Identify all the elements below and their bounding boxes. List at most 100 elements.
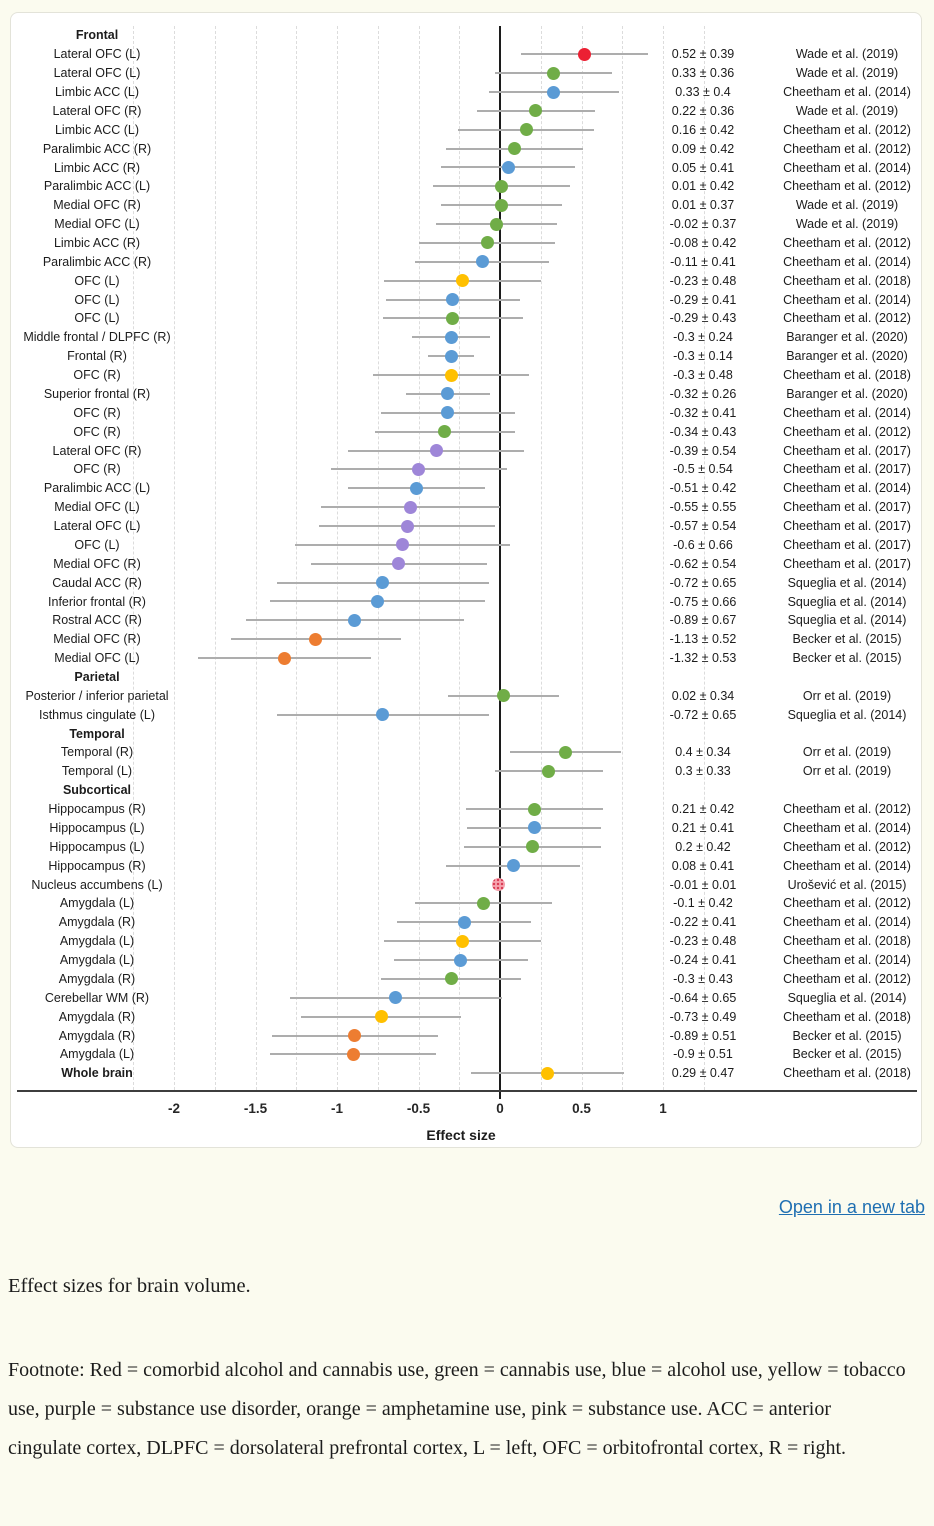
data-point-dot [496, 689, 510, 703]
effect-value: -0.3 ± 0.48 [673, 368, 733, 383]
effect-value: -0.02 ± 0.37 [669, 217, 737, 232]
effect-value: 0.4 ± 0.34 [675, 745, 731, 760]
forest-row: Medial OFC (L) -0.55 ± 0.55 Cheetham et al… [11, 498, 921, 517]
forest-row: Medial OFC (R) 0.01 ± 0.37 Wade et al. (20… [11, 196, 921, 215]
forest-row: Frontal (R) -0.3 ± 0.14 Baranger et al. (2… [11, 347, 921, 366]
row-label: Subcortical [62, 783, 132, 798]
forest-row: OFC (R) -0.5 ± 0.54 Cheetham et al. (2017) [11, 460, 921, 479]
row-label: Isthmus cingulate (L) [38, 707, 156, 722]
open-in-new-tab-link[interactable]: Open in a new tab [778, 1197, 925, 1217]
study-citation: Cheetham et al. (2014) [783, 481, 911, 496]
forest-row: Limbic ACC (L) 0.33 ± 0.4 Cheetham et al. … [11, 83, 921, 102]
data-point-dot [376, 708, 390, 722]
data-point-dot [348, 1029, 362, 1042]
data-point-dot [480, 236, 494, 250]
data-point-dot [348, 613, 362, 627]
study-citation: Urošević et al. (2015) [787, 877, 907, 892]
forest-plot: Effect size Frontal Lateral OFC (L) 0.52 ±… [11, 13, 921, 1147]
study-citation: Squeglia et al. (2014) [787, 613, 907, 628]
row-label: OFC (R) [73, 405, 121, 420]
data-point-dot [490, 217, 504, 231]
x-tick-label: -0.5 [406, 1101, 431, 1116]
effect-value: 0.52 ± 0.39 [671, 47, 735, 62]
row-label: Amygdala (L) [59, 934, 135, 949]
data-point-dot [457, 915, 471, 929]
data-point-dot [519, 123, 533, 137]
row-label: Hippocampus (L) [49, 839, 145, 854]
forest-row: OFC (L) -0.29 ± 0.41 Cheetham et al. (2014… [11, 290, 921, 309]
effect-value: 0.01 ± 0.42 [671, 179, 735, 194]
study-citation: Cheetham et al. (2014) [783, 254, 911, 269]
row-label: Hippocampus (L) [49, 820, 145, 835]
study-citation: Cheetham et al. (2014) [783, 915, 911, 930]
study-citation: Cheetham et al. (2012) [783, 141, 911, 156]
data-point-dot [403, 500, 417, 514]
data-point-dot [495, 179, 509, 193]
minor-gridline [459, 26, 461, 1090]
row-label: Cerebellar WM (R) [44, 990, 150, 1005]
data-point-dot [444, 368, 458, 382]
effect-value: -0.23 ± 0.48 [669, 934, 737, 949]
x-tick-label: -1 [330, 1101, 343, 1116]
study-citation: Cheetham et al. (2012) [783, 179, 911, 194]
study-citation: Cheetham et al. (2012) [783, 802, 911, 817]
data-point-dot [456, 274, 469, 288]
data-point-dot [412, 462, 425, 476]
x-tick-label: 0.5 [572, 1101, 591, 1116]
minor-gridline [337, 26, 338, 1090]
study-citation: Cheetham et al. (2018) [783, 368, 911, 383]
data-point-dot [410, 481, 424, 495]
effect-value: -0.5 ± 0.54 [673, 462, 733, 477]
forest-row: Inferior frontal (R) -0.75 ± 0.66 Squeglia… [11, 592, 921, 611]
study-citation: Squeglia et al. (2014) [787, 594, 907, 609]
forest-row: Isthmus cingulate (L) -0.72 ± 0.65 Squegli… [11, 705, 921, 724]
effect-value: -0.08 ± 0.42 [669, 235, 737, 250]
study-citation: Cheetham et al. (2012) [783, 311, 911, 326]
data-point-dot [446, 311, 460, 325]
forest-row: Nucleus accumbens (L) -0.01 ± 0.01 Uroševi… [11, 875, 921, 894]
effect-value: 0.33 ± 0.4 [675, 85, 731, 100]
forest-row: Limbic ACC (L) 0.16 ± 0.42 Cheetham et al.… [11, 120, 921, 139]
data-point-dot [389, 991, 403, 1005]
effect-value: -0.1 ± 0.42 [673, 896, 733, 911]
row-label: Caudal ACC (R) [52, 575, 142, 590]
forest-row: Limbic ACC (R) 0.05 ± 0.41 Cheetham et al.… [11, 158, 921, 177]
row-label: Medial OFC (R) [53, 632, 141, 647]
figure-caption: Effect sizes for brain volume. [8, 1275, 251, 1297]
forest-row: Rostral ACC (R) -0.89 ± 0.67 Squeglia et a… [11, 611, 921, 630]
forest-row: Paralimbic ACC (L) 0.01 ± 0.42 Cheetham et… [11, 177, 921, 196]
row-label: Amygdala (L) [59, 953, 135, 968]
effect-value: -0.32 ± 0.26 [669, 386, 737, 401]
forest-row: Middle frontal / DLPFC (R) -0.3 ± 0.24 Bar… [11, 328, 921, 347]
forest-row: OFC (L) -0.6 ± 0.66 Cheetham et al. (2017) [11, 535, 921, 554]
forest-row: Hippocampus (L) 0.2 ± 0.42 Cheetham et al.… [11, 837, 921, 856]
study-citation: Cheetham et al. (2012) [783, 235, 911, 250]
row-label: Frontal (R) [67, 349, 127, 364]
forest-row: Limbic ACC (R) -0.08 ± 0.42 Cheetham et al… [11, 234, 921, 253]
effect-value: -0.32 ± 0.41 [669, 405, 737, 420]
row-label: Lateral OFC (R) [52, 103, 142, 118]
forest-row: Medial OFC (R) -0.62 ± 0.54 Cheetham et al… [11, 554, 921, 573]
study-citation: Wade et al. (2019) [795, 47, 899, 62]
study-citation: Cheetham et al. (2017) [783, 500, 911, 515]
effect-value: -0.24 ± 0.41 [669, 953, 737, 968]
effect-value: -0.51 ± 0.42 [669, 481, 737, 496]
row-label: Frontal [75, 28, 119, 43]
effect-value: 0.2 ± 0.42 [675, 839, 731, 854]
effect-value: -0.39 ± 0.54 [669, 443, 737, 458]
data-point-dot [456, 934, 469, 948]
row-label: Superior frontal (R) [43, 386, 151, 401]
effect-value: 0.16 ± 0.42 [671, 122, 735, 137]
row-label: Amygdala (R) [58, 1028, 136, 1043]
study-citation: Cheetham et al. (2018) [783, 1066, 911, 1081]
data-point-dot [441, 406, 455, 420]
data-point-dot [558, 745, 572, 759]
study-citation: Cheetham et al. (2014) [783, 405, 911, 420]
x-axis-line [17, 1090, 917, 1092]
row-label: Temporal [69, 726, 125, 741]
effect-value: -0.57 ± 0.54 [669, 519, 737, 534]
row-label: Limbic ACC (R) [53, 235, 141, 250]
row-label: Parietal [74, 670, 120, 684]
effect-value: -1.32 ± 0.53 [669, 651, 737, 666]
data-point-dot [540, 1066, 554, 1080]
